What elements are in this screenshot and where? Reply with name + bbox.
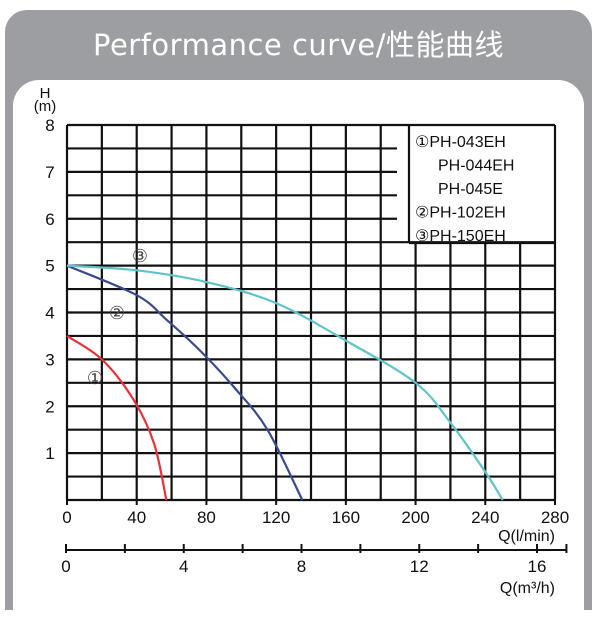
x-tick-label: 0 <box>62 508 71 527</box>
chart-title: Performance curve/性能曲线 <box>92 28 504 62</box>
y-tick-label: 7 <box>45 163 54 182</box>
x-label: Q(l/min) <box>498 528 555 545</box>
y-tick-label: 8 <box>45 116 54 135</box>
x-tick-label: 200 <box>401 508 429 527</box>
y-label-h: H <box>40 85 51 102</box>
y-label-unit: (m) <box>34 98 57 115</box>
y-tick-label: 2 <box>45 397 54 416</box>
legend-entry: ①PH-043EH <box>415 134 506 151</box>
x-tick-label: 160 <box>332 508 360 527</box>
legend-entry: PH-045E <box>438 181 503 198</box>
curve-series-3 <box>66 264 504 501</box>
y-tick-label: 4 <box>45 304 54 323</box>
x2-tick-label: 4 <box>179 557 188 576</box>
x2-tick-label: 0 <box>61 557 70 576</box>
curve-label-1: ① <box>87 368 103 388</box>
x-tick-label: 80 <box>197 508 216 527</box>
x-tick-label: 120 <box>262 508 290 527</box>
legend-entry: PH-044EH <box>438 158 514 175</box>
x-tick-label: 240 <box>471 508 499 527</box>
performance-chart: H (m) Q(l/min) Q(m³/h) 0 40 80 120 160 200 240… <box>34 85 569 597</box>
y-tick-label: 3 <box>45 350 54 369</box>
chart-panel <box>13 80 584 620</box>
curve-label-2: ② <box>109 303 125 323</box>
curve-series-1 <box>66 335 168 501</box>
x-tick-label: 40 <box>127 508 146 527</box>
curve-label-3: ③ <box>132 246 148 266</box>
y-tick-label: 6 <box>45 210 54 229</box>
x2-tick-label: 8 <box>297 557 306 576</box>
legend-entry: ②PH-102EH <box>415 205 506 222</box>
x-tick-label: 280 <box>541 508 569 527</box>
y-tick-label: 1 <box>45 444 54 463</box>
curve-series-2 <box>66 264 304 501</box>
chart-frame: Performance curve/性能曲线 <box>5 10 592 620</box>
grid <box>65 123 557 502</box>
x2-label: Q(m³/h) <box>500 580 555 597</box>
x2-tick-label: 16 <box>528 557 547 576</box>
legend-entry: ③PH-150EH <box>415 228 506 245</box>
y-tick-label: 5 <box>45 257 54 276</box>
x2-tick-label: 12 <box>410 557 429 576</box>
